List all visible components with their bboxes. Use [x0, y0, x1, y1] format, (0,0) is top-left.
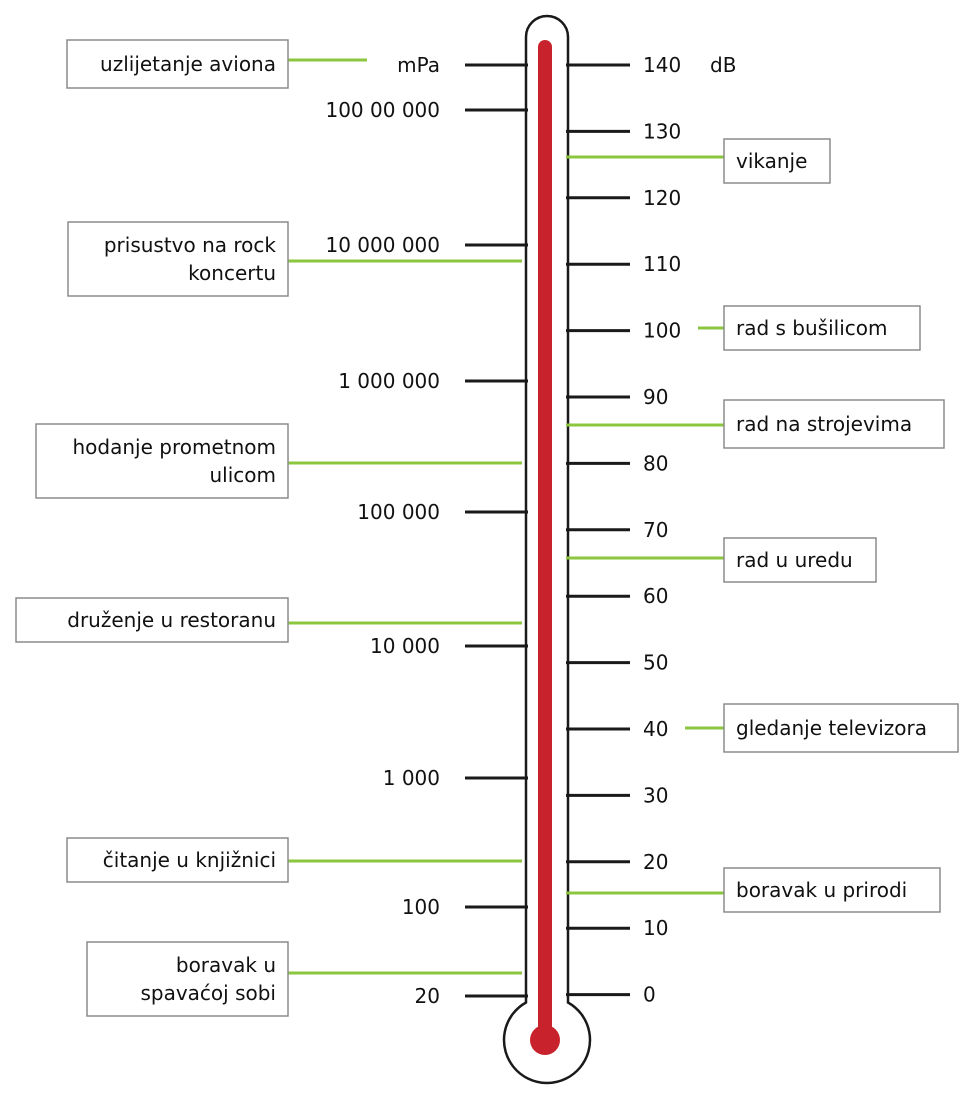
left-label-text: druženje u restoranu	[67, 608, 276, 632]
right-scale-label: 120	[643, 186, 681, 210]
right-label-text: rad s bušilicom	[736, 316, 887, 340]
right-label-text: gledanje televizora	[736, 716, 927, 740]
right-scale-label: 110	[643, 252, 681, 276]
left-label-text: koncertu	[188, 261, 276, 285]
left-scale-label: 1 000	[383, 766, 440, 790]
right-scale-label: 140	[643, 53, 681, 77]
left-label-box	[86, 941, 289, 1017]
mercury-bulb	[530, 1025, 560, 1055]
left-label-text: ulicom	[209, 463, 276, 487]
right-label-box	[723, 867, 941, 913]
right-scale-label: 70	[643, 518, 668, 542]
left-scale-label: 10 000	[370, 634, 440, 658]
left-label-box	[66, 837, 289, 883]
left-scale-label: 100 00 000	[325, 98, 440, 122]
left-scale-label: 1 000 000	[338, 369, 440, 393]
right-label-box	[723, 537, 877, 583]
left-scale-label: 20	[415, 984, 440, 1008]
left-label-box	[67, 221, 289, 297]
right-scale-label: 100	[643, 319, 681, 343]
mercury-column	[538, 40, 552, 1040]
right-scale-label: 80	[643, 451, 668, 475]
right-label-box	[723, 138, 831, 184]
right-label-text: vikanje	[736, 149, 807, 173]
left-label-text: prisustvo na rock	[104, 233, 277, 257]
left-scale-label: 10 000 000	[325, 233, 440, 257]
right-scale-label: 20	[643, 850, 668, 874]
left-scale-label: 100 000	[357, 500, 440, 524]
left-label-text: hodanje prometnom	[73, 435, 277, 459]
right-scale-label: 50	[643, 651, 668, 675]
right-scale-label: 0	[643, 983, 656, 1007]
left-unit-label: mPa	[397, 53, 440, 77]
right-scale-label: 130	[643, 119, 681, 143]
left-label-box	[15, 597, 289, 643]
right-scale-label: 90	[643, 385, 668, 409]
left-scale-label: 100	[402, 895, 440, 919]
left-label-text: spavaćoj sobi	[140, 981, 276, 1005]
right-label-box	[723, 305, 921, 351]
right-scale-label: 10	[643, 916, 668, 940]
right-label-box	[723, 399, 945, 449]
right-label-text: boravak u prirodi	[736, 878, 907, 902]
left-label-text: uzlijetanje aviona	[100, 52, 276, 76]
right-unit-label: dB	[710, 53, 736, 77]
left-label-text: boravak u	[176, 953, 276, 977]
left-label-text: čitanje u knjižnici	[103, 848, 276, 872]
right-scale-label: 30	[643, 783, 668, 807]
right-label-text: rad u uredu	[736, 548, 853, 572]
right-label-box	[723, 703, 959, 753]
right-scale-label: 40	[643, 717, 668, 741]
right-scale-label: 60	[643, 584, 668, 608]
right-label-text: rad na strojevima	[736, 412, 912, 436]
left-label-box	[35, 423, 289, 499]
left-label-box	[66, 39, 289, 89]
